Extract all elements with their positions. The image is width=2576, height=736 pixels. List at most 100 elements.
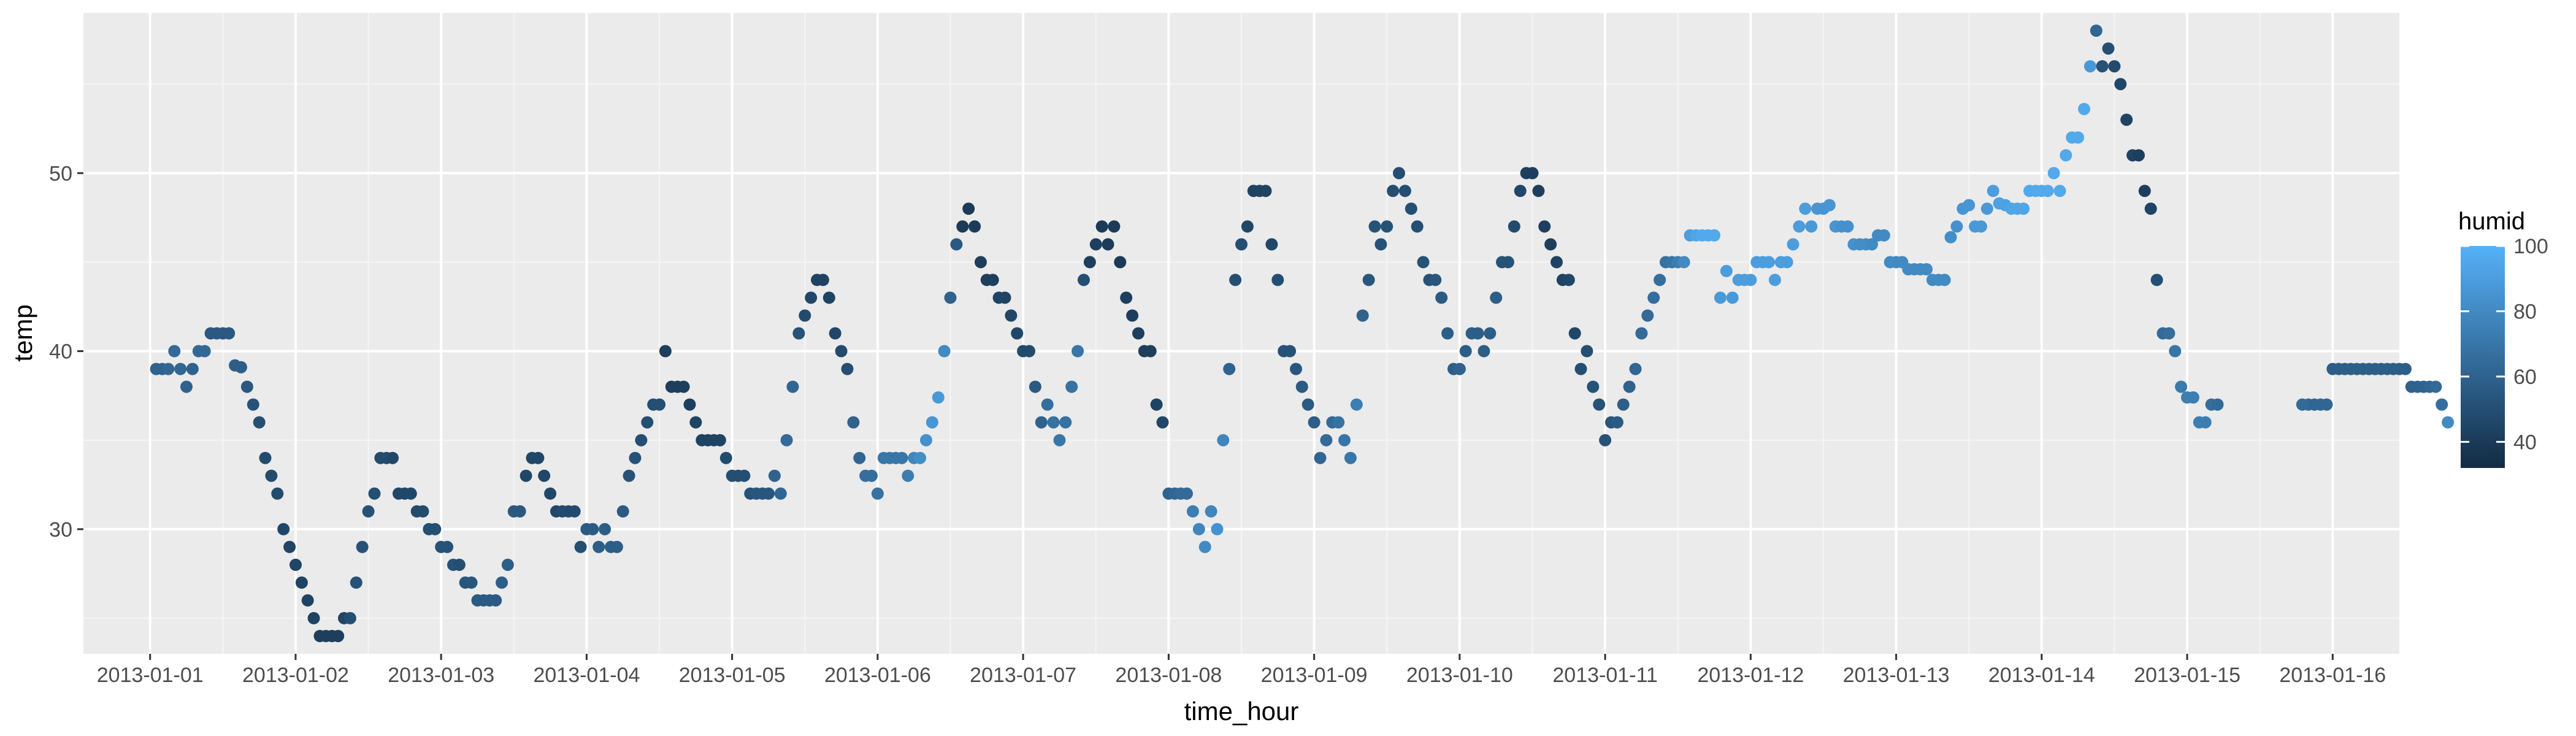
data-point xyxy=(1314,451,1327,464)
data-point xyxy=(1271,274,1284,286)
data-point xyxy=(2169,345,2182,358)
data-point xyxy=(1708,229,1720,242)
data-point xyxy=(956,220,969,233)
data-point xyxy=(975,256,987,269)
data-point xyxy=(1381,220,1393,233)
data-point xyxy=(1126,309,1139,322)
data-point xyxy=(1035,416,1048,429)
data-point xyxy=(1720,264,1733,277)
data-point xyxy=(816,274,829,286)
data-point xyxy=(301,594,314,607)
data-point xyxy=(1944,231,1957,243)
data-point xyxy=(762,487,775,500)
data-point xyxy=(1029,380,1041,393)
data-point xyxy=(513,505,526,518)
data-point xyxy=(2211,398,2224,411)
data-point xyxy=(2144,202,2157,215)
data-point xyxy=(386,451,399,464)
data-point xyxy=(2199,416,2212,429)
data-points xyxy=(150,25,2455,642)
data-point xyxy=(599,523,611,535)
data-point xyxy=(1344,451,1357,464)
data-point xyxy=(538,469,551,482)
data-point xyxy=(368,487,381,500)
x-tick-label: 2013-01-07 xyxy=(970,664,1076,687)
data-point xyxy=(1429,274,1442,286)
data-point xyxy=(1641,309,1654,322)
data-point xyxy=(1295,380,1308,393)
data-point xyxy=(1714,291,1727,304)
data-point xyxy=(1938,274,1951,286)
data-point xyxy=(332,630,345,642)
data-point xyxy=(1387,185,1400,197)
x-axis-title: time_hour xyxy=(1184,697,1299,726)
data-point xyxy=(2041,185,2054,197)
data-point xyxy=(1405,202,1417,215)
data-point xyxy=(2138,185,2151,197)
data-point xyxy=(2047,167,2060,180)
x-tick-label: 2013-01-09 xyxy=(1261,664,1368,687)
x-tick-label: 2013-01-01 xyxy=(97,664,204,687)
data-point xyxy=(1654,274,1666,286)
data-point xyxy=(283,540,296,553)
data-point xyxy=(719,451,732,464)
data-point xyxy=(2090,25,2103,37)
data-point xyxy=(1181,487,1193,500)
x-tick-label: 2013-01-06 xyxy=(824,664,931,687)
data-point xyxy=(289,558,302,571)
data-point xyxy=(774,487,787,500)
data-point xyxy=(1920,263,1933,275)
data-point xyxy=(902,469,914,482)
data-point xyxy=(568,505,581,518)
data-point xyxy=(659,345,672,358)
data-point xyxy=(2175,380,2188,393)
data-point xyxy=(489,594,502,607)
data-point xyxy=(1484,327,1497,340)
data-point xyxy=(1156,416,1169,429)
x-tick-label: 2013-01-02 xyxy=(242,664,349,687)
data-point xyxy=(496,576,508,589)
data-point xyxy=(2053,185,2066,197)
legend-tick-label: 60 xyxy=(2513,366,2537,389)
x-tick-label: 2013-01-15 xyxy=(2134,664,2241,687)
data-point xyxy=(610,540,623,553)
data-point xyxy=(1478,345,1490,358)
data-point xyxy=(1301,398,1314,411)
x-tick-label: 2013-01-05 xyxy=(679,664,786,687)
data-point xyxy=(914,451,927,464)
data-point xyxy=(968,220,981,233)
data-point xyxy=(1514,185,1527,197)
data-point xyxy=(792,327,805,340)
data-point xyxy=(1150,398,1163,411)
data-point xyxy=(1102,238,1114,251)
data-point xyxy=(926,416,938,429)
data-point xyxy=(768,469,781,482)
data-point xyxy=(1768,274,1781,286)
data-point xyxy=(780,434,793,447)
data-point xyxy=(1647,291,1660,304)
data-point xyxy=(616,505,629,518)
data-point xyxy=(835,345,848,358)
data-point xyxy=(2083,60,2096,73)
data-point xyxy=(162,362,175,375)
data-point xyxy=(1320,434,1333,447)
data-point xyxy=(180,380,193,393)
data-point xyxy=(295,576,308,589)
data-point xyxy=(629,451,642,464)
data-point xyxy=(168,345,181,358)
data-point xyxy=(2108,60,2121,73)
data-point xyxy=(853,451,866,464)
data-point xyxy=(1362,274,1375,286)
data-point xyxy=(198,345,211,358)
data-point xyxy=(277,523,290,535)
data-point xyxy=(1544,238,1557,251)
data-point xyxy=(1587,380,1600,393)
data-point xyxy=(1259,185,1272,197)
data-point xyxy=(2114,78,2127,91)
data-point xyxy=(356,540,369,553)
data-point xyxy=(1793,220,1806,233)
x-tick-label: 2013-01-14 xyxy=(1988,664,2095,687)
data-point xyxy=(1508,220,1520,233)
data-point xyxy=(805,291,818,304)
data-point xyxy=(1065,380,1078,393)
